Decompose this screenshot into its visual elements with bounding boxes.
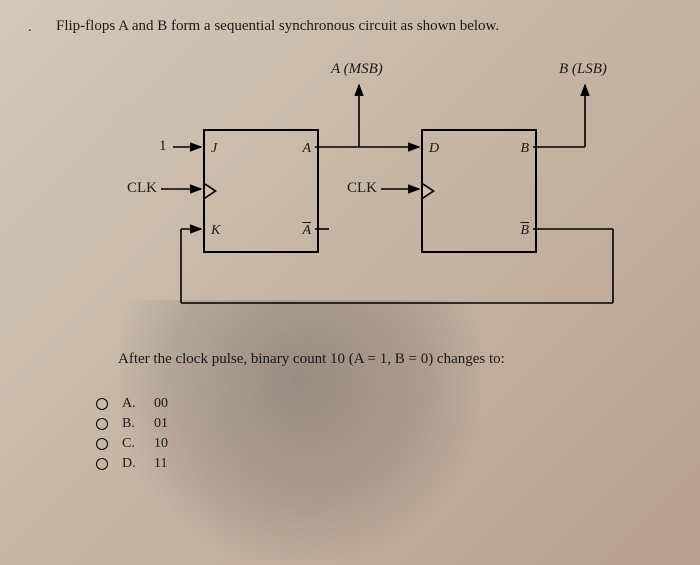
pin-k: K	[211, 223, 220, 239]
j-input-value: 1	[159, 138, 167, 155]
choice-value: 01	[154, 416, 168, 432]
choice-letter: D.	[122, 456, 140, 472]
question-after: After the clock pulse, binary count 10 (…	[118, 351, 670, 368]
clk-label-a: CLK	[127, 180, 157, 197]
clk-triangle-b	[423, 183, 435, 199]
pin-b-q: B	[520, 141, 529, 157]
pin-j: J	[211, 141, 217, 157]
radio-icon	[96, 438, 108, 450]
radio-icon	[96, 458, 108, 470]
answer-choices: A. 00 B. 01 C. 10 D. 11	[96, 394, 670, 474]
clk-triangle-a	[205, 183, 217, 199]
radio-icon	[96, 398, 108, 410]
question-bullet: .	[28, 20, 32, 36]
choice-letter: B.	[122, 416, 140, 432]
choice-value: 10	[154, 436, 168, 452]
choice-a[interactable]: A. 00	[96, 394, 670, 414]
question-page: . Flip-flops A and B form a sequential s…	[0, 0, 700, 494]
choice-d[interactable]: D. 11	[96, 454, 670, 474]
circuit-diagram: A (MSB) B (LSB) 1 CLK CLK J K A A D B B	[83, 59, 643, 329]
choice-letter: C.	[122, 436, 140, 452]
header-b: B (LSB)	[559, 61, 607, 78]
radio-icon	[96, 418, 108, 430]
pin-a-q: A	[302, 141, 311, 157]
pin-a-qn: A	[302, 223, 311, 239]
choice-b[interactable]: B. 01	[96, 414, 670, 434]
pin-b-qn: B	[520, 223, 529, 239]
choice-value: 00	[154, 396, 168, 412]
choice-c[interactable]: C. 10	[96, 434, 670, 454]
clk-label-b: CLK	[347, 180, 377, 197]
flipflop-a: J K A A	[203, 129, 319, 253]
question-prompt: Flip-flops A and B form a sequential syn…	[56, 18, 670, 35]
choice-value: 11	[154, 456, 167, 472]
flipflop-b: D B B	[421, 129, 537, 253]
pin-d: D	[429, 141, 439, 157]
choice-letter: A.	[122, 396, 140, 412]
header-a: A (MSB)	[331, 61, 383, 78]
